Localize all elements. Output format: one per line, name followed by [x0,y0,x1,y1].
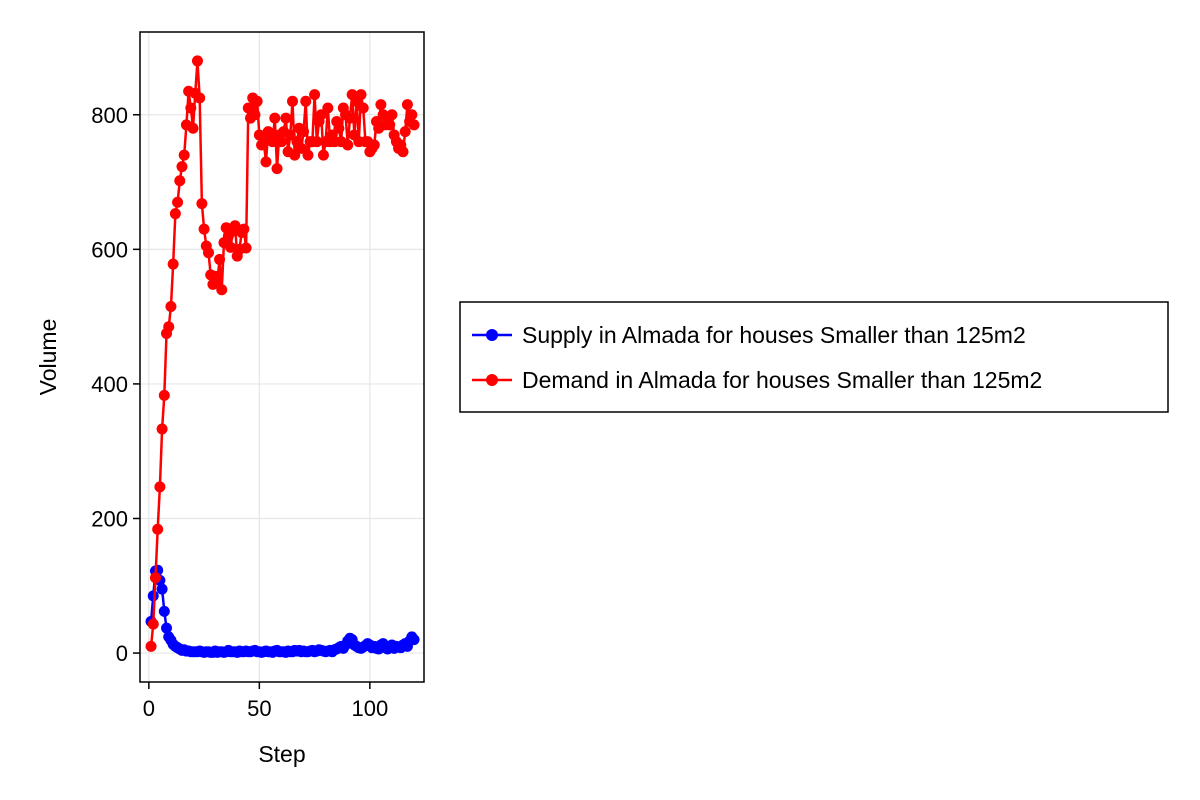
data-point-1-52 [260,156,272,168]
data-point-1-22 [194,92,206,104]
data-point-1-80 [322,102,334,114]
data-point-1-32 [216,284,228,296]
data-point-1-31 [214,253,226,265]
data-point-1-64 [287,95,298,107]
data-point-1-75 [311,136,323,148]
data-point-1-90 [344,112,356,124]
data-point-1-26 [203,247,215,259]
y-tick-label-0: 0 [116,641,128,666]
data-point-0-1 [147,590,159,602]
x-axis-label: Step [258,741,305,767]
data-point-1-24 [198,223,210,235]
plot-frame [139,31,425,683]
data-point-1-8 [163,321,175,333]
data-point-0-6 [158,605,170,617]
y-tick-label-3: 600 [91,237,128,262]
legend-entry-supply: Supply in Almada for houses Smaller than… [472,322,1026,348]
data-point-1-0 [145,640,157,652]
data-point-1-4 [154,481,166,493]
data-point-1-18 [185,102,197,114]
data-point-1-101 [368,139,380,151]
data-point-1-12 [172,196,184,208]
data-point-0-119 [408,634,420,646]
data-point-1-9 [165,301,177,313]
data-point-1-71 [302,149,314,161]
y-tick-label-4: 800 [91,103,128,128]
data-point-1-14 [176,161,188,173]
data-point-1-56 [269,112,281,124]
data-point-1-47 [249,109,261,121]
data-point-1-116 [401,99,413,111]
data-point-1-42 [238,223,250,235]
data-point-1-30 [211,275,223,287]
data-point-1-19 [187,122,199,134]
data-point-1-95 [355,89,367,101]
data-point-1-89 [342,139,354,151]
data-point-1-51 [258,136,270,148]
x-tick-label-2: 100 [351,696,388,721]
data-point-1-78 [317,149,329,161]
data-point-1-85 [333,122,345,134]
data-point-1-6 [158,389,170,401]
data-point-1-119 [408,119,420,131]
legend-label-demand: Demand in Almada for houses Smaller than… [522,367,1042,393]
series-0 [145,564,420,658]
data-point-1-68 [295,142,307,154]
data-point-1-57 [271,163,283,175]
data-point-1-118 [406,109,418,121]
data-point-1-55 [267,136,279,148]
data-point-1-36 [225,241,237,253]
data-point-1-69 [298,126,310,138]
data-point-1-115 [399,126,411,138]
data-point-1-61 [280,112,292,124]
data-point-1-109 [386,109,398,121]
data-point-1-74 [309,89,321,101]
data-point-1-70 [300,95,312,107]
data-point-1-65 [289,149,301,161]
legend-entry-demand: Demand in Almada for houses Smaller than… [472,367,1042,393]
y-tick-label-2: 400 [91,372,128,397]
data-point-0-7 [161,622,173,634]
data-point-1-43 [240,242,252,254]
series-layer [145,55,420,658]
data-point-1-48 [251,95,263,107]
data-point-1-11 [169,208,181,220]
data-point-1-15 [178,149,190,161]
data-point-1-59 [275,136,287,148]
data-point-1-104 [375,99,387,111]
legend-swatch-supply-marker [486,329,498,341]
y-tick-label-1: 200 [91,506,128,531]
data-point-1-108 [384,119,396,131]
data-point-1-3 [152,523,164,535]
x-tick-label-0: 0 [143,696,155,721]
data-point-1-96 [357,102,369,114]
data-point-1-77 [315,109,327,121]
data-point-1-44 [242,102,254,114]
data-point-1-21 [191,55,203,67]
data-point-1-63 [284,129,296,141]
y-axis-label: Volume [35,319,61,396]
data-point-1-1 [147,618,159,630]
y-axis-ticks: 0 200 400 600 800 [91,103,140,666]
data-point-1-114 [397,146,409,158]
data-point-1-13 [174,175,186,187]
x-axis-ticks: 0 50 100 [143,682,388,721]
x-tick-label-1: 50 [247,696,271,721]
data-point-0-5 [156,583,168,595]
legend-swatch-demand-marker [486,374,498,386]
data-point-1-2 [149,572,161,584]
legend-label-supply: Supply in Almada for houses Smaller than… [522,322,1026,348]
data-point-1-23 [196,198,208,210]
data-point-1-38 [229,220,241,232]
legend: Supply in Almada for houses Smaller than… [459,301,1169,413]
data-point-1-5 [156,423,168,435]
legend-box [459,301,1169,413]
data-point-1-10 [167,258,179,270]
series-line-0 [149,569,416,654]
series-1 [145,55,420,652]
